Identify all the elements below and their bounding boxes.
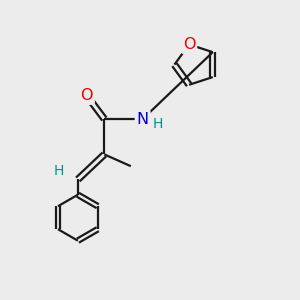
Text: H: H <box>53 164 64 178</box>
Text: N: N <box>136 112 149 127</box>
Text: O: O <box>80 88 93 103</box>
Text: O: O <box>183 37 195 52</box>
Text: H: H <box>153 117 163 131</box>
